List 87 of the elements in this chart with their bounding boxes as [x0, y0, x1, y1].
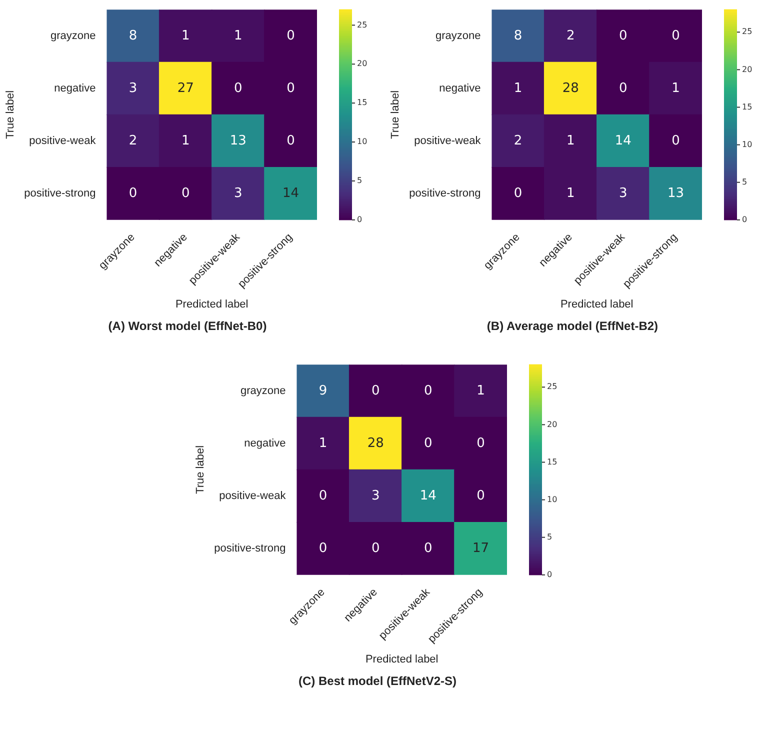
data-label: 0	[318, 488, 328, 504]
data-label: 14	[420, 488, 436, 504]
y-tick-label: grayzone	[50, 30, 96, 42]
data-label: 0	[371, 383, 380, 398]
data-label: 0	[318, 540, 328, 556]
data-label: 0	[476, 436, 485, 451]
y-tick-label: positive-weak	[29, 135, 96, 148]
data-label: 1	[476, 383, 485, 398]
data-label: 2	[566, 28, 575, 44]
data-label: 9	[318, 383, 328, 398]
data-label: 0	[286, 28, 295, 44]
color-bar-label: 20	[357, 59, 368, 68]
data-label: 1	[181, 133, 190, 148]
x-axis-title: Predicted label	[560, 298, 634, 310]
data-label: 0	[476, 488, 485, 504]
data-label: 1	[234, 28, 242, 44]
y-tick-label: negative	[54, 82, 96, 94]
color-bar-label: 25	[357, 20, 368, 30]
data-label: 1	[181, 28, 190, 44]
data-label: 0	[181, 186, 190, 201]
color-bar-label: 5	[742, 177, 748, 186]
color-bar-label: 25	[742, 27, 752, 36]
data-label: 28	[367, 436, 384, 451]
data-label: 14	[282, 186, 299, 201]
color-bar-label: 10	[547, 494, 558, 504]
data-label: 17	[472, 540, 489, 556]
data-label: 3	[234, 186, 242, 201]
text: (A) Worst model (EffNet-B0)	[107, 319, 268, 333]
x-axis-title: Predicted label	[365, 653, 438, 666]
y-axis-title: True label	[4, 90, 17, 139]
data-label: 1	[672, 80, 680, 96]
data-label: 0	[619, 80, 628, 96]
y-tick-label: positive-strong	[214, 542, 286, 555]
data-label: 0	[286, 133, 295, 148]
color-bar-label: 5	[547, 532, 552, 542]
data-label: 0	[619, 28, 628, 44]
y-axis-title: True label	[390, 90, 402, 139]
text: (C) Best model (EffNetV2-S)	[297, 674, 458, 688]
y-tick-label: positive-strong	[24, 188, 96, 200]
data-label: 1	[318, 436, 328, 451]
data-label: 8	[128, 28, 138, 44]
y-tick-label: positive-strong	[409, 188, 481, 200]
color-bar-label: 0	[742, 214, 748, 224]
data-label: 0	[234, 80, 242, 96]
data-label: 0	[424, 383, 432, 398]
data-label: 3	[619, 186, 628, 201]
y-tick-label: negative	[244, 437, 286, 450]
color-bar-label: 10	[742, 140, 752, 149]
color-bar-label: 15	[742, 102, 752, 112]
color-bar-label: 20	[547, 420, 558, 429]
data-label: 0	[424, 436, 432, 451]
color-bar-label: 5	[357, 176, 362, 186]
data-label: 0	[128, 186, 138, 201]
text: (B) Average model (EffNet-B2)	[486, 319, 660, 333]
data-label: 2	[514, 133, 522, 148]
data-label: 1	[566, 186, 575, 201]
data-label: 2	[128, 133, 138, 148]
data-label: 27	[177, 80, 194, 96]
data-label: 1	[566, 133, 575, 148]
data-label: 0	[514, 186, 522, 201]
color-bar-label: 10	[357, 137, 368, 146]
data-label: 0	[672, 133, 680, 148]
data-label: 13	[667, 186, 684, 201]
color-bar-label: 20	[742, 64, 752, 74]
y-axis-title: True label	[194, 445, 207, 494]
data-label: 3	[128, 80, 138, 96]
y-tick-label: positive-weak	[414, 135, 482, 148]
data-label: 0	[286, 80, 295, 96]
color-bar-label: 0	[357, 214, 362, 224]
x-axis-title: Predicted label	[175, 298, 248, 310]
data-label: 0	[424, 540, 432, 556]
data-label: 14	[614, 133, 632, 148]
color-bar-label: 15	[547, 457, 558, 466]
data-label: 0	[672, 28, 680, 44]
data-label: 3	[371, 488, 380, 504]
data-label: 13	[230, 133, 246, 148]
color-bar-label: 15	[357, 98, 368, 108]
data-label: 1	[514, 80, 522, 96]
y-tick-label: grayzone	[435, 30, 481, 42]
color-bar-label: 0	[547, 570, 552, 579]
y-tick-label: grayzone	[240, 384, 286, 397]
y-tick-label: positive-weak	[219, 490, 286, 502]
color-bar-label: 25	[547, 382, 558, 392]
data-label: 8	[514, 28, 522, 44]
data-label: 0	[371, 540, 380, 556]
y-tick-label: negative	[439, 82, 481, 94]
data-label: 28	[562, 80, 579, 96]
